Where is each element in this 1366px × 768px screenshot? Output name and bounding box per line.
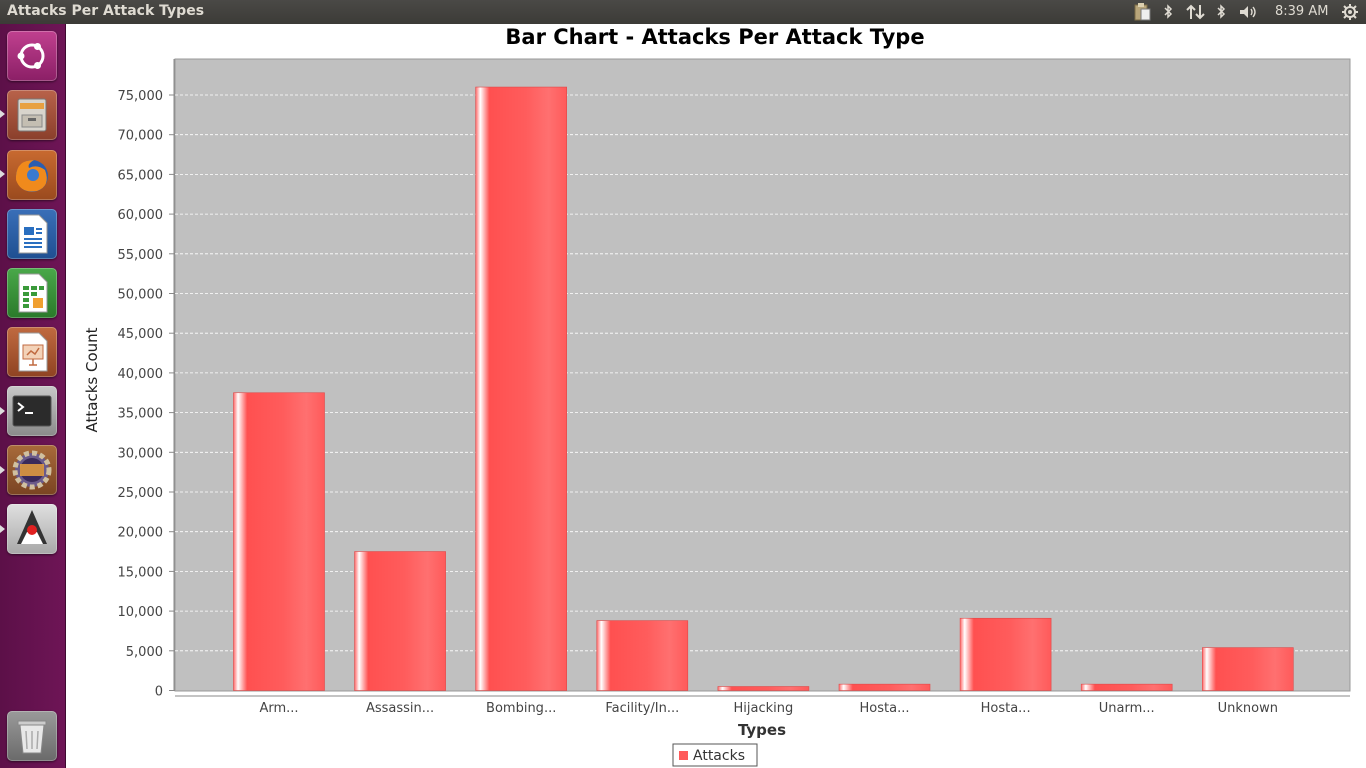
network-icon[interactable] [1186,3,1206,26]
writer-icon[interactable] [7,209,57,259]
x-tick-label: Hijacking [734,701,794,716]
y-tick-label: 45,000 [118,327,164,342]
java-duke-icon[interactable] [7,504,57,554]
running-indicator [0,110,5,118]
x-axis-label: Types [738,721,786,739]
power-gear-icon[interactable] [1341,3,1359,26]
running-indicator [0,170,5,178]
running-indicator [0,525,5,533]
y-tick-label: 35,000 [118,407,164,422]
y-tick-label: 70,000 [118,129,164,144]
files-icon[interactable] [7,90,57,140]
bar[interactable] [959,617,1052,691]
ubuntu-dash-icon[interactable] [7,31,57,81]
y-tick-label: 15,000 [118,565,164,580]
bar[interactable] [233,392,325,691]
x-tick-label: Arm... [259,701,298,716]
trash-icon[interactable] [7,711,57,761]
y-tick-label: 55,000 [118,248,164,263]
bar[interactable] [596,620,689,691]
y-tick-label: 50,000 [118,288,164,303]
y-tick-label: 40,000 [118,367,164,382]
y-tick-label: 25,000 [118,486,164,501]
bar[interactable] [475,86,568,691]
bar-chart: Bar Chart - Attacks Per Attack Type 0 5,0… [83,25,1351,767]
bar[interactable] [1080,683,1173,691]
x-tick-label: Assassin... [366,701,434,716]
bluetooth-icon[interactable] [1162,3,1174,26]
chart-title: Bar Chart - Attacks Per Attack Type [505,25,924,49]
bars [233,86,1294,691]
x-tick-label: Hosta... [860,701,910,716]
legend-swatch [679,751,688,760]
bluetooth-icon[interactable] [1215,3,1227,26]
x-tick-label: Facility/In... [605,701,679,716]
impress-icon[interactable] [7,327,57,377]
firefox-icon[interactable] [7,150,57,200]
volume-icon[interactable] [1238,3,1260,26]
x-axis: Arm... Assassin... Bombing... Facility/In..… [175,695,1350,716]
running-indicator [0,466,5,474]
clipboard-icon[interactable] [1132,3,1152,26]
plot-background [174,58,1351,692]
y-tick-label: 0 [155,685,163,700]
eclipse-java-ee-icon[interactable] [7,445,57,495]
y-tick-label: 75,000 [118,89,164,104]
y-tick-label: 30,000 [118,446,164,461]
x-tick-label: Unknown [1218,701,1278,716]
terminal-icon[interactable] [7,386,57,436]
y-axis: 0 5,000 10,000 15,000 20,000 25,000 30,000 35,0… [118,59,175,700]
running-indicator [0,407,5,415]
y-tick-label: 20,000 [118,526,164,541]
legend: Attacks [672,743,758,767]
y-tick-label: 5,000 [126,645,163,660]
y-tick-label: 10,000 [118,605,164,620]
window-title: Attacks Per Attack Types [7,3,205,19]
y-tick-label: 60,000 [118,208,164,223]
y-tick-label: 65,000 [118,168,164,183]
legend-label: Attacks [693,748,745,764]
bar[interactable] [354,551,446,691]
launcher [0,24,66,768]
bar[interactable] [1202,647,1294,691]
calc-icon[interactable] [7,268,57,318]
bar[interactable] [717,686,810,691]
x-tick-label: Bombing... [486,701,556,716]
bar[interactable] [838,683,931,691]
y-axis-label: Attacks Count [83,327,101,432]
top-panel: Attacks Per Attack Types 8:39 AM [0,0,1366,24]
x-tick-label: Hosta... [981,701,1031,716]
x-tick-label: Unarm... [1099,701,1155,716]
clock[interactable]: 8:39 AM [1275,4,1329,19]
